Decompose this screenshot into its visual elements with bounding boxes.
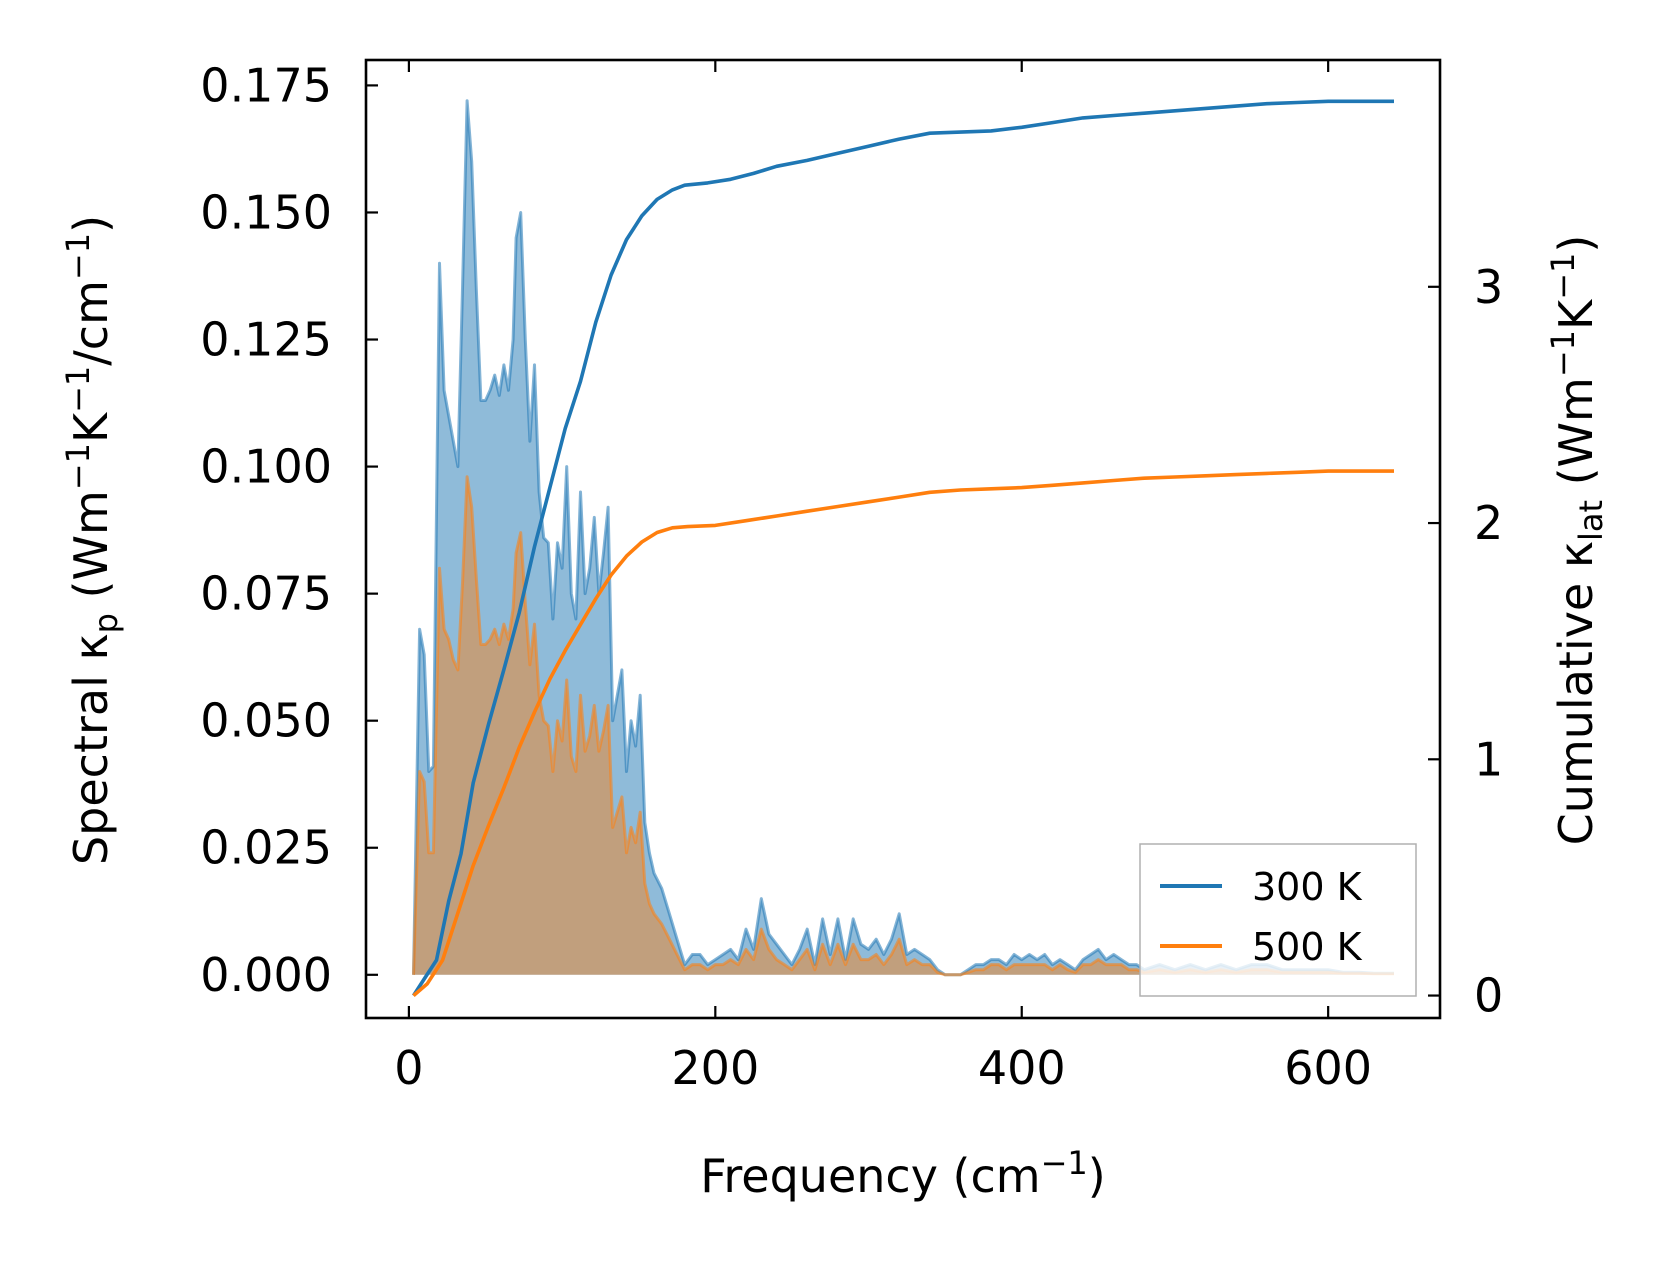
x-tick-label-0: 0 <box>394 1041 423 1095</box>
y-left-tick-label-4: 0.100 <box>200 440 332 494</box>
tick-layer: 0 200 400 600 0.000 0.025 0.050 0.075 0.100 0.125… <box>200 58 1503 1095</box>
y-right-axis-label: Cumulative κlat (Wm−1K−1) <box>1544 235 1610 846</box>
y-left-tick-label-2: 0.050 <box>200 694 332 748</box>
legend-label-500k: 500 K <box>1252 925 1363 969</box>
y-left-tick-label-0: 0.000 <box>200 948 332 1002</box>
y-left-tick-label-5: 0.125 <box>200 313 332 367</box>
y-right-tick-label-0: 0 <box>1474 969 1503 1023</box>
cumulative-line-500k <box>412 469 1394 997</box>
y-right-tick-label-2: 2 <box>1474 496 1503 550</box>
series-line-layer <box>411 99 1394 997</box>
y-left-tick-label-3: 0.075 <box>200 567 332 621</box>
spectral-area-500k <box>413 476 1394 975</box>
spectral-area-300k <box>413 100 1394 975</box>
x-tick-label-1: 200 <box>671 1041 759 1095</box>
y-right-tick-label-3: 3 <box>1474 260 1503 314</box>
x-tick-label-2: 400 <box>978 1041 1066 1095</box>
x-axis-label: Frequency (cm−1) <box>700 1144 1105 1203</box>
y-left-tick-label-7: 0.175 <box>200 58 332 112</box>
legend: 300 K 500 K <box>1139 843 1417 997</box>
spectral-fill-layer <box>412 99 1394 977</box>
x-tick-label-3: 600 <box>1284 1041 1372 1095</box>
spectral-line-500k <box>412 475 1394 977</box>
y-left-tick-label-6: 0.150 <box>200 185 332 239</box>
y-right-tick-label-1: 1 <box>1474 732 1503 786</box>
legend-label-300k: 300 K <box>1252 865 1363 909</box>
cumulative-line-300k <box>411 99 1394 997</box>
legend-box <box>1139 843 1417 997</box>
y-left-axis-label: Spectral κp (Wm−1K−1/cm−1) <box>59 215 125 865</box>
spectral-line-300k <box>412 99 1394 977</box>
plot-frame <box>364 58 1442 1020</box>
y-left-tick-label-1: 0.025 <box>200 821 332 875</box>
